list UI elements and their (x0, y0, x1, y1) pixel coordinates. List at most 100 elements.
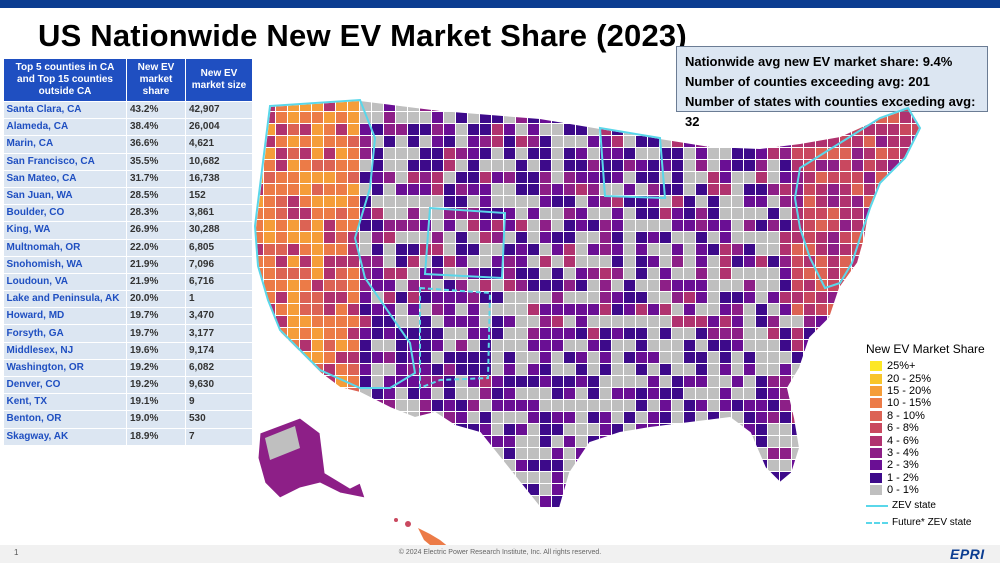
county-cell (564, 496, 575, 507)
county-cell (456, 400, 467, 411)
county-cell (264, 88, 275, 99)
county-cell (840, 148, 851, 159)
county-cell (576, 244, 587, 255)
county-cell (768, 256, 779, 267)
county-cell (396, 316, 407, 327)
county-cell (384, 88, 395, 99)
county-cell (888, 220, 899, 231)
county-cell (660, 280, 671, 291)
county-cell (564, 208, 575, 219)
county-cell (516, 100, 527, 111)
county-cell (540, 256, 551, 267)
county-cell (384, 472, 395, 483)
legend-swatch (870, 460, 882, 471)
county-cell (660, 328, 671, 339)
county-cell (756, 472, 767, 483)
county-cell (420, 508, 431, 519)
county-cell (384, 400, 395, 411)
county-cell (624, 244, 635, 255)
county-cell (612, 256, 623, 267)
county-cell (732, 232, 743, 243)
county-cell (588, 160, 599, 171)
county-cell (396, 184, 407, 195)
county-cell (696, 352, 707, 363)
county-cell (804, 364, 815, 375)
table-row: Denver, CO 19.2% 9,630 (3, 376, 253, 395)
county-cell (852, 400, 863, 411)
county-cell (684, 424, 695, 435)
county-cell (720, 244, 731, 255)
county-cell (324, 112, 335, 123)
county-cell (348, 400, 359, 411)
county-cell (804, 88, 815, 99)
county-cell (408, 496, 419, 507)
county-cell (876, 292, 887, 303)
county-cell (720, 484, 731, 495)
county-cell (456, 436, 467, 447)
county-cell (576, 304, 587, 315)
county-cell (684, 292, 695, 303)
county-cell (264, 244, 275, 255)
county-cell (696, 376, 707, 387)
county-cell (312, 172, 323, 183)
county-cell (924, 220, 935, 231)
county-cell (456, 460, 467, 471)
county-cell (528, 136, 539, 147)
county-cell (720, 160, 731, 171)
county-cell (444, 340, 455, 351)
county-cell (372, 184, 383, 195)
county-cell (768, 364, 779, 375)
county-cell (528, 304, 539, 315)
county-cell (912, 172, 920, 183)
county-cell (504, 448, 515, 459)
county-cell (348, 124, 359, 135)
county-cell (864, 100, 875, 111)
county-cell (828, 484, 839, 495)
county-cell (528, 196, 539, 207)
county-cell (360, 448, 371, 459)
county-cell (792, 196, 803, 207)
county-cell (660, 316, 671, 327)
county-name-cell: Alameda, CA (3, 118, 127, 137)
county-cell (864, 88, 875, 99)
county-cell (636, 160, 647, 171)
county-cell (432, 388, 443, 399)
county-cell (468, 100, 479, 111)
county-cell (768, 436, 779, 447)
legend-swatch (870, 472, 882, 483)
county-cell (336, 316, 347, 327)
stat-counties-exceeding: Number of counties exceeding avg: 201 (685, 74, 930, 89)
county-cell (888, 136, 899, 147)
us-outline (253, 98, 922, 509)
county-cell (432, 484, 443, 495)
county-cell (516, 388, 527, 399)
county-cell (564, 304, 575, 315)
county-cell (612, 292, 623, 303)
county-cell (480, 400, 491, 411)
county-cell (528, 232, 539, 243)
county-cell (756, 196, 767, 207)
county-cell (540, 88, 551, 99)
county-cell (288, 232, 299, 243)
county-cell (480, 448, 491, 459)
county-cell (552, 448, 563, 459)
county-cell (444, 148, 455, 159)
county-cell (684, 304, 695, 315)
county-cell (708, 316, 719, 327)
county-cell (660, 136, 671, 147)
county-cell (480, 292, 491, 303)
county-cell (732, 316, 743, 327)
county-cell (900, 124, 911, 135)
county-cell (636, 436, 647, 447)
county-cell (564, 508, 575, 519)
county-cell (624, 388, 635, 399)
county-cell (744, 304, 755, 315)
county-cell (540, 316, 551, 327)
county-cell (636, 388, 647, 399)
county-cell (516, 244, 527, 255)
county-cell (888, 196, 899, 207)
county-cell (792, 244, 803, 255)
county-cell (828, 508, 839, 519)
county-cell (396, 436, 407, 447)
county-cell (456, 88, 467, 99)
